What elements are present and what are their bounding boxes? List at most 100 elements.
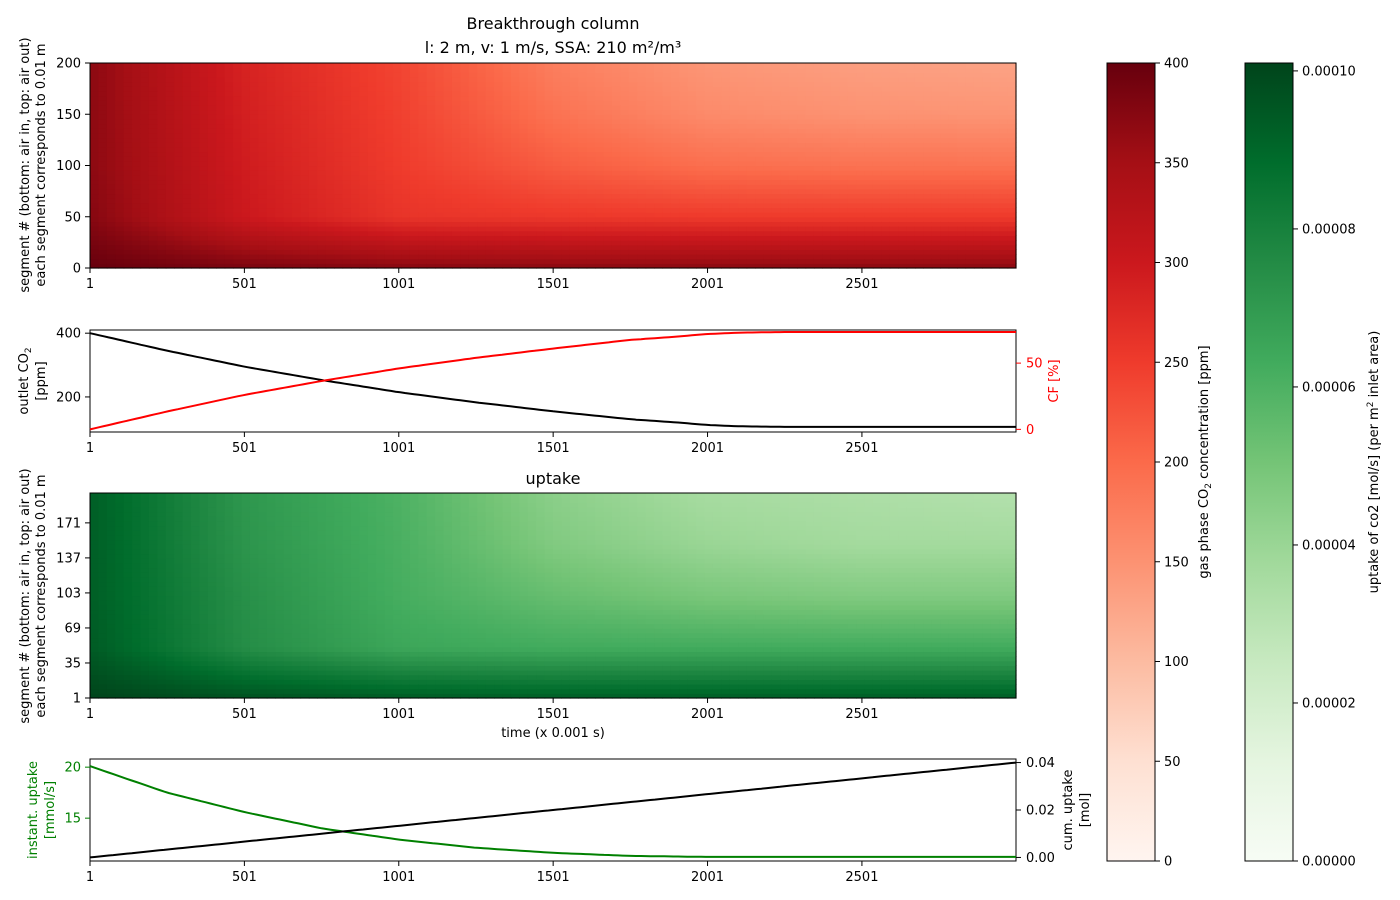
- heatmap-cell: [670, 160, 680, 167]
- heatmap-cell: [999, 170, 1009, 176]
- heatmap-cell: [367, 184, 377, 190]
- heatmap-cell: [477, 198, 487, 204]
- heatmap-cell: [468, 244, 478, 250]
- heatmap-cell: [123, 114, 133, 120]
- heatmap-cell: [670, 114, 680, 120]
- heatmap-cell: [477, 240, 487, 246]
- heatmap-cell: [123, 95, 133, 101]
- heatmap-cell: [755, 67, 765, 73]
- heatmap-cell: [233, 67, 243, 73]
- heatmap-cell: [611, 90, 621, 97]
- heatmap-cell: [923, 142, 933, 148]
- heatmap-cell: [510, 230, 520, 236]
- heatmap-cell: [502, 174, 512, 181]
- heatmap-cell: [98, 254, 108, 260]
- heatmap-cell: [898, 100, 908, 106]
- heatmap-cell: [628, 90, 638, 97]
- heatmap-cell: [216, 146, 226, 153]
- heatmap-cell: [712, 95, 722, 101]
- heatmap-cell: [670, 63, 680, 69]
- heatmap-cell: [249, 76, 259, 83]
- heatmap-cell: [106, 179, 116, 185]
- heatmap-cell: [746, 193, 756, 199]
- heatmap-cell: [872, 86, 882, 92]
- heatmap-cell: [973, 221, 983, 227]
- heatmap-cell: [830, 160, 840, 167]
- heatmap-cell: [216, 244, 226, 250]
- heatmap-cell: [485, 156, 495, 162]
- heatmap-cell: [165, 179, 175, 185]
- heatmap-cell: [830, 123, 840, 129]
- heatmap-cell: [90, 530, 100, 536]
- heatmap-cell: [468, 184, 478, 190]
- heatmap-cell: [325, 184, 335, 190]
- heatmap-cell: [191, 174, 201, 181]
- heatmap-cell: [729, 244, 739, 250]
- heatmap-cell: [401, 216, 411, 223]
- heatmap-cell: [233, 160, 243, 167]
- heatmap-cell: [856, 132, 866, 139]
- heatmap-cell: [182, 118, 192, 125]
- heatmap-cell: [174, 263, 184, 269]
- heatmap-cell: [721, 212, 731, 218]
- heatmap-cell: [586, 151, 596, 157]
- heatmap-cell: [325, 235, 335, 241]
- heatmap-cell: [755, 104, 765, 111]
- heatmap-cell: [839, 128, 849, 134]
- heatmap-cell: [325, 263, 335, 269]
- heatmap-cell: [191, 165, 201, 171]
- heatmap-cell: [738, 198, 748, 204]
- heatmap-cell: [98, 104, 108, 111]
- heatmap-cell: [957, 230, 967, 236]
- heatmap-cell: [468, 179, 478, 185]
- heatmap-cell: [948, 86, 958, 92]
- heatmap-cell: [637, 165, 647, 171]
- heatmap-cell: [931, 63, 941, 69]
- heatmap-cell: [856, 156, 866, 162]
- heatmap-cell: [704, 100, 714, 106]
- heatmap-cell: [914, 132, 924, 139]
- heatmap-cell: [367, 193, 377, 199]
- heatmap-cell: [132, 151, 142, 157]
- heatmap-cell: [106, 170, 116, 176]
- heatmap-cell: [275, 109, 285, 115]
- heatmap-cell: [477, 170, 487, 176]
- heatmap-cell: [443, 212, 453, 218]
- heatmap-cell: [889, 202, 899, 209]
- heatmap-cell: [258, 160, 268, 167]
- heatmap-cell: [216, 174, 226, 181]
- heatmap-cell: [839, 63, 849, 69]
- heatmap-cell: [443, 244, 453, 250]
- heatmap-cell: [485, 221, 495, 227]
- heatmap-cell: [106, 188, 116, 195]
- heatmap-cell: [872, 235, 882, 241]
- heatmap-cell: [881, 142, 891, 148]
- heatmap-cell: [418, 114, 428, 120]
- heatmap-cell: [872, 221, 882, 227]
- heatmap-cell: [342, 142, 352, 148]
- heatmap-cell: [611, 244, 621, 250]
- heatmap-cell: [797, 230, 807, 236]
- heatmap-cell: [359, 216, 369, 223]
- heatmap-cell: [148, 202, 158, 209]
- heatmap-cell: [771, 193, 781, 199]
- heatmap-cell: [957, 76, 967, 83]
- heatmap-cell: [788, 128, 798, 134]
- heatmap-cell: [224, 244, 234, 250]
- heatmap-cell: [174, 212, 184, 218]
- heatmap-cell: [721, 174, 731, 181]
- heatmap-cell: [931, 188, 941, 195]
- heatmap-cell: [982, 86, 992, 92]
- heatmap-cell: [123, 63, 133, 69]
- heatmap-cell: [940, 216, 950, 223]
- heatmap-cell: [283, 109, 293, 115]
- heatmap-cell: [132, 95, 142, 101]
- heatmap-cell: [90, 539, 100, 545]
- heatmap-cell: [224, 202, 234, 209]
- heatmap-cell: [384, 174, 394, 181]
- heatmap-cell: [931, 67, 941, 73]
- heatmap-cell: [241, 67, 251, 73]
- heatmap-cell: [603, 100, 613, 106]
- heatmap-cell: [771, 165, 781, 171]
- heatmap-cell: [249, 118, 259, 125]
